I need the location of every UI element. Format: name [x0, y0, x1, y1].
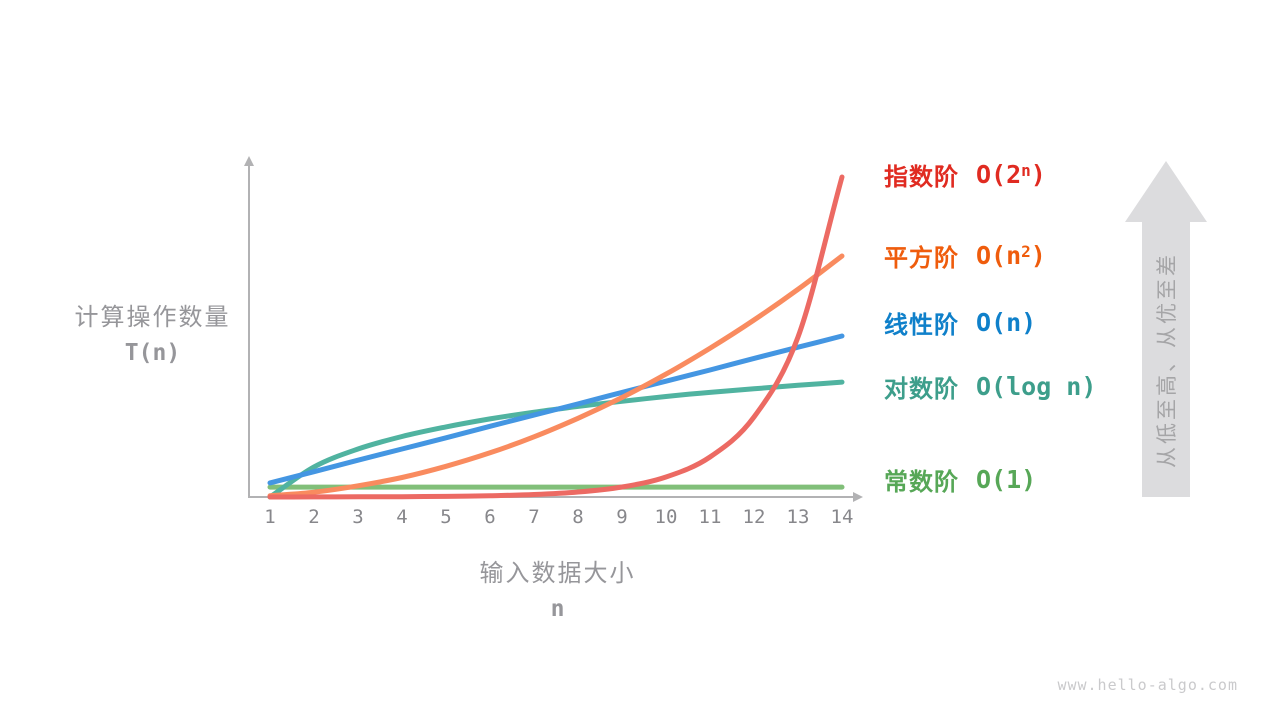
- legend-label: 对数阶: [884, 375, 959, 403]
- legend-label: 常数阶: [884, 468, 959, 496]
- x-axis-arrowhead-icon: [853, 492, 863, 502]
- formula-pre: O(n): [976, 307, 1037, 337]
- x-tick-label: 9: [616, 506, 628, 528]
- x-axis-symbol: n: [550, 596, 565, 622]
- legend-item-constant: 常数阶 O(1): [884, 465, 1036, 496]
- legend-item-quadratic: 平方阶 O(n2): [884, 241, 1046, 272]
- y-axis-symbol: T(n): [124, 340, 181, 366]
- x-tick-label: 12: [742, 506, 766, 528]
- legend-label: 指数阶: [884, 163, 959, 191]
- curve-logarithmic: [267, 379, 845, 500]
- x-tick-label: 10: [654, 506, 678, 528]
- formula-pre: O(2: [976, 159, 1022, 189]
- x-tick-label: 1: [264, 506, 276, 528]
- axes: [244, 156, 863, 502]
- legend-formula: O(n): [976, 308, 1036, 337]
- x-tick-label: 13: [786, 506, 810, 528]
- x-tick-label: 5: [440, 506, 452, 528]
- watermark: www.hello-algo.com: [1057, 676, 1238, 694]
- legend-formula: O(2n): [976, 160, 1046, 189]
- legend-item-linear: 线性阶 O(n): [884, 308, 1036, 339]
- legend-item-logarithmic: 对数阶 O(log n): [884, 372, 1096, 403]
- x-tick-label: 7: [528, 506, 540, 528]
- formula-superscript: 2: [1021, 241, 1031, 261]
- formula-post: ): [1030, 159, 1046, 189]
- x-tick-label: 3: [352, 506, 364, 528]
- x-tick-label: 4: [396, 506, 408, 528]
- curve-quadratic: [267, 253, 845, 499]
- x-tick-label: 2: [308, 506, 320, 528]
- formula-pre: O(1): [976, 464, 1037, 494]
- x-axis-label: 输入数据大小 n: [445, 553, 670, 622]
- formula-pre: O(n: [976, 240, 1022, 270]
- formula-superscript: n: [1021, 160, 1031, 180]
- x-tick-label: 14: [830, 506, 854, 528]
- legend-label: 平方阶: [884, 244, 959, 272]
- y-axis-arrowhead-icon: [244, 156, 254, 166]
- x-tick-label: 8: [572, 506, 584, 528]
- x-tick-label: 11: [698, 506, 722, 528]
- legend-formula: O(1): [976, 465, 1036, 494]
- legend-item-exponential: 指数阶 O(2n): [884, 160, 1046, 191]
- x-tick-label: 6: [484, 506, 496, 528]
- legend-formula: O(n2): [976, 241, 1046, 270]
- trend-up-arrow-icon: [1125, 161, 1207, 497]
- curve-linear: [267, 333, 845, 486]
- legend-formula: O(log n): [976, 372, 1096, 401]
- y-axis-label-text: 计算操作数量: [74, 304, 231, 331]
- legend-label: 线性阶: [884, 311, 959, 339]
- complexity-curves: [267, 174, 845, 500]
- trend-arrow-caption: 从低至高、从优至差: [1156, 252, 1179, 468]
- formula-pre: O(log n): [976, 371, 1097, 401]
- curve-exponential: [267, 174, 845, 500]
- y-axis-label: 计算操作数量 T(n): [40, 297, 265, 366]
- x-axis-label-text: 输入数据大小: [479, 560, 636, 587]
- formula-post: ): [1030, 240, 1046, 270]
